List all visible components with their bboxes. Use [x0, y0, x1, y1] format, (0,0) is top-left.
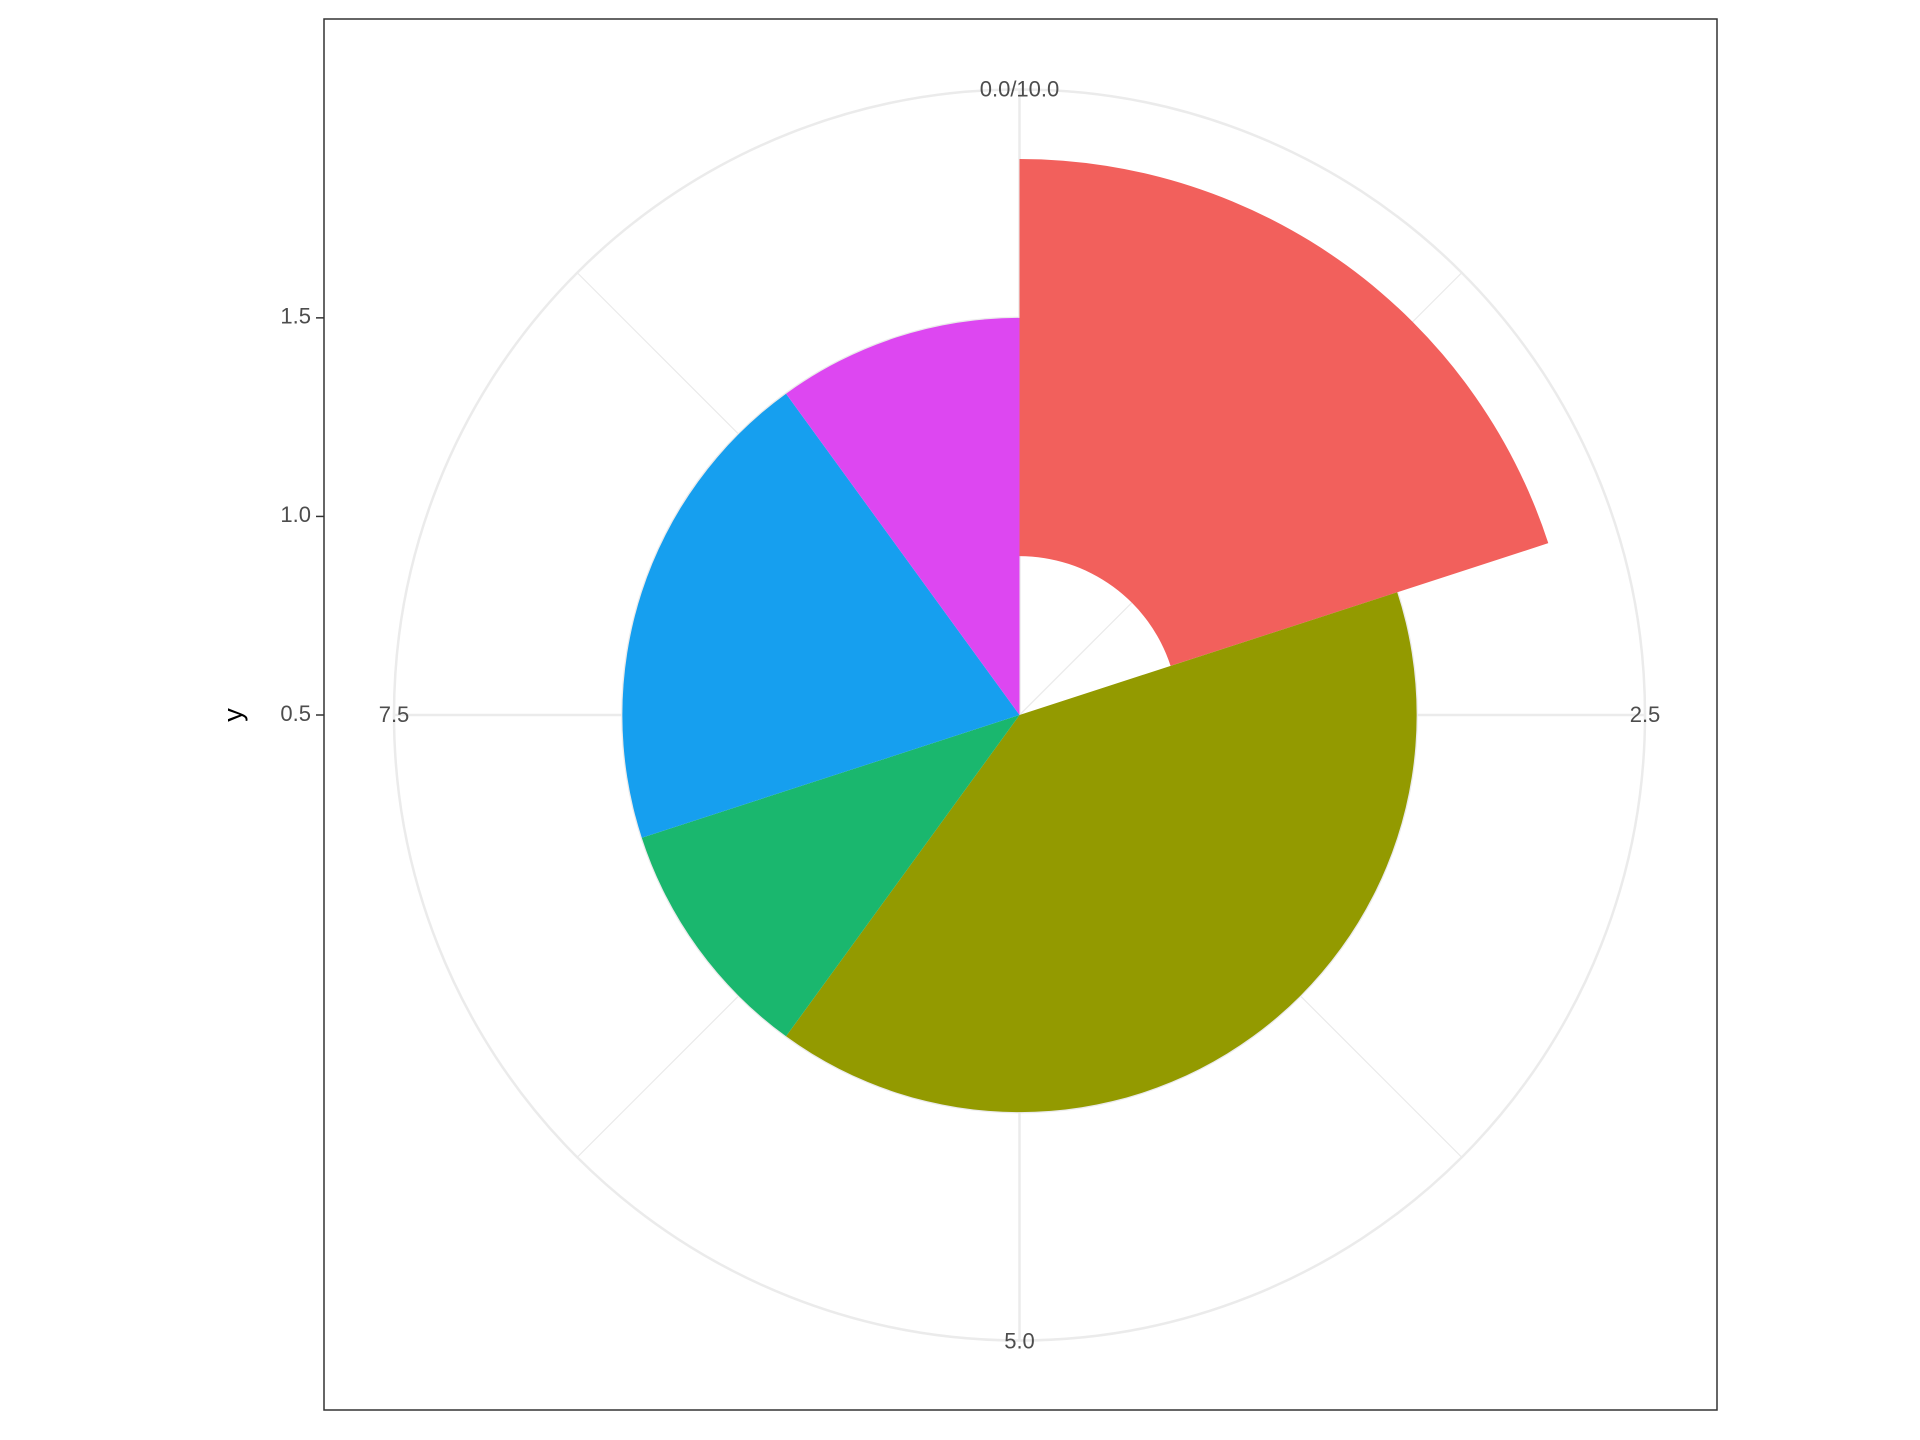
y-tick-label: 1.0: [280, 502, 311, 527]
x-tick-label: 7.5: [379, 702, 410, 727]
polar-bar: [1019, 159, 1549, 666]
y-tick-label: 1.5: [280, 304, 311, 329]
x-tick-label: 2.5: [1630, 702, 1661, 727]
polar-bar: [641, 715, 1020, 1037]
y-axis-title: y: [218, 708, 248, 722]
y-tick-label: 0.5: [280, 701, 311, 726]
polar-bar: [786, 592, 1417, 1113]
polar-bar: [622, 393, 1020, 838]
x-tick-label: 0.0/10.0: [980, 76, 1060, 101]
polar-bar: [786, 317, 1020, 715]
x-tick-label: 5.0: [1004, 1328, 1035, 1353]
